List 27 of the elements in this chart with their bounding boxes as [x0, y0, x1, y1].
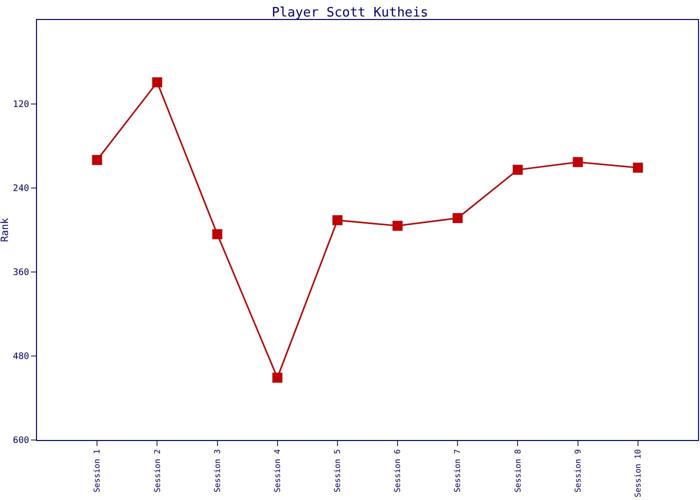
- y-tick-label: 360: [12, 268, 30, 278]
- y-tick-label: 120: [12, 100, 30, 110]
- point: [272, 372, 282, 383]
- point: [332, 215, 342, 226]
- y-tick-label: 480: [12, 352, 30, 362]
- x-tick-label: Session 10: [634, 449, 643, 498]
- point: [92, 155, 102, 165]
- point: [212, 229, 222, 240]
- chart-title: Player Scott Kutheis: [272, 6, 428, 21]
- y-tick-label: 240: [12, 184, 30, 194]
- point: [572, 157, 583, 168]
- x-tick-label: Session 2: [152, 449, 162, 493]
- x-tick-label: Session 3: [212, 449, 222, 493]
- x-tick-label: Session 1: [92, 449, 102, 493]
- x-tick-label: Session 4: [272, 449, 282, 493]
- y-tick-label: 600: [12, 436, 30, 446]
- point: [392, 220, 403, 231]
- point: [632, 162, 643, 173]
- point: [152, 77, 162, 88]
- y-axis-title: Rank: [0, 218, 11, 242]
- x-tick-label: Session 7: [453, 449, 462, 493]
- point: [452, 213, 463, 224]
- x-tick-label: Session 6: [393, 449, 402, 493]
- point: [512, 164, 523, 175]
- x-tick-label: Session 9: [573, 449, 582, 493]
- x-tick-label: Session 8: [513, 449, 522, 493]
- x-tick-label: Session 5: [333, 449, 342, 493]
